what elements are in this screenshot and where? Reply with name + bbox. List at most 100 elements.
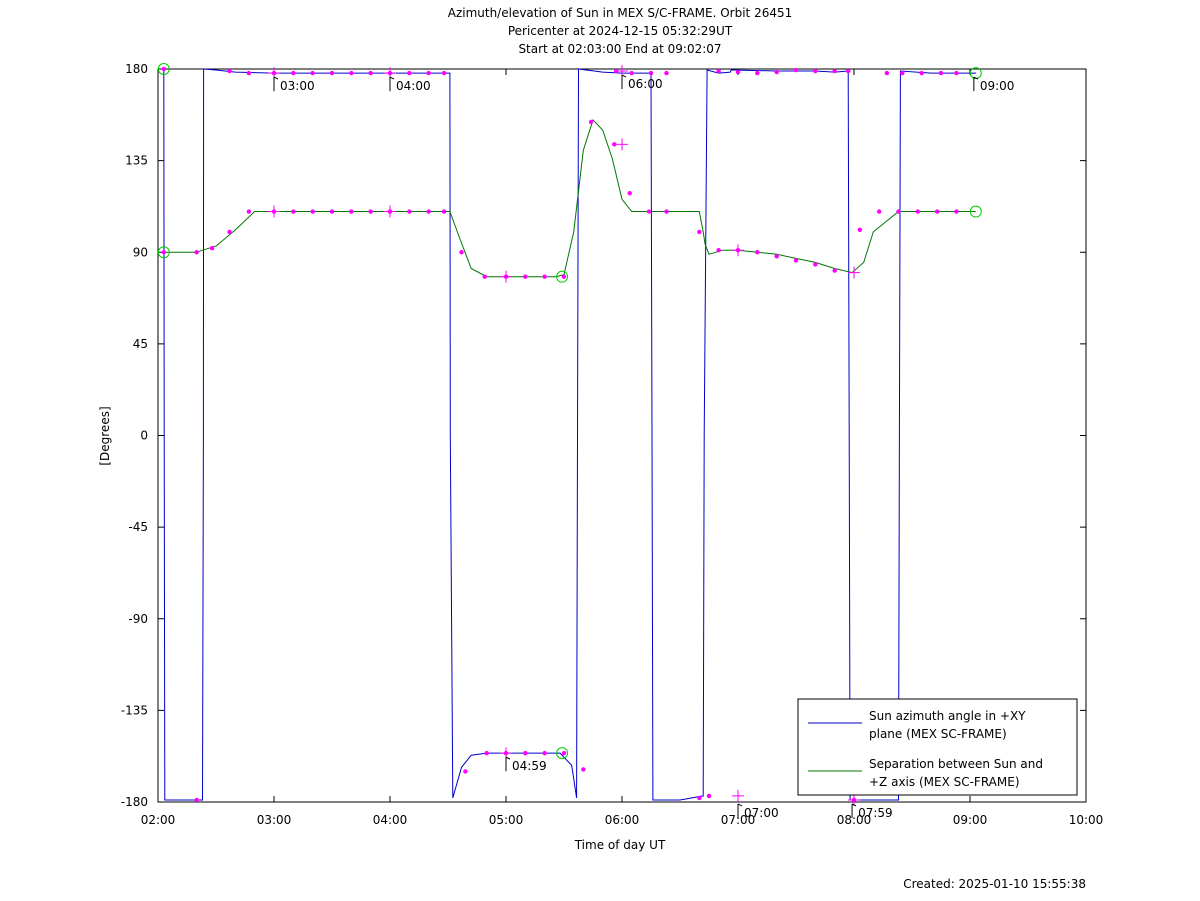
data-point: [793, 67, 799, 73]
data-point: [755, 250, 760, 255]
data-point: [735, 69, 741, 75]
data-point: [627, 191, 632, 196]
data-point: [329, 209, 335, 214]
annotation-label: 06:00: [628, 77, 663, 91]
data-point: [349, 70, 354, 76]
data-point: [664, 209, 669, 214]
endpoint-circle: [556, 747, 569, 760]
annotation-pointer: [621, 74, 627, 78]
data-point: [846, 68, 851, 74]
data-point: [716, 248, 721, 253]
endpoint-circle: [157, 63, 170, 75]
data-point: [227, 68, 232, 74]
x-tick-label: 03:00: [257, 813, 292, 827]
data-point: [588, 119, 594, 125]
plot-area: [157, 68, 1087, 803]
x-tick-label: 07:00: [721, 813, 756, 827]
chart-title: Azimuth/elevation of Sun in MEX S/C-FRAM…: [448, 6, 793, 56]
data-point: [291, 70, 296, 76]
data-point: [648, 70, 654, 76]
data-point: [697, 229, 702, 235]
data-point: [161, 66, 166, 72]
data-point: [291, 209, 296, 214]
data-point: [954, 209, 959, 214]
data-point: [716, 68, 721, 74]
data-point: [441, 209, 447, 214]
axis-ticks: 02:00 03:00 04:00 05:00 06:00 07:00 08:00 09:00…: [121, 62, 1104, 827]
series-lines: [163, 68, 977, 801]
data-point: [813, 262, 818, 267]
series-azimuth-line: [163, 68, 977, 801]
legend-label: Sun azimuth angle in +XY: [869, 709, 1026, 723]
data-point: [542, 750, 547, 756]
data-point: [664, 70, 669, 76]
annotation-pointer: [973, 76, 979, 80]
data-point: [441, 70, 447, 76]
y-tick-label: 45: [133, 337, 148, 351]
data-point: [523, 750, 528, 756]
data-point: [310, 209, 315, 214]
data-point: [813, 68, 818, 74]
data-point: [832, 268, 837, 273]
data-point: [349, 209, 354, 214]
endpoint-circle: [969, 205, 982, 218]
legend-label: Separation between Sun and: [869, 757, 1043, 771]
data-point: [246, 70, 252, 76]
data-point: [368, 70, 373, 76]
data-point: [426, 70, 431, 76]
annotation-label: 07:00: [744, 806, 779, 820]
data-point: [227, 229, 232, 235]
data-point: [581, 767, 586, 772]
legend-label: +Z axis (MEX SC-FRAME): [869, 775, 1020, 789]
data-point: [857, 227, 862, 233]
data-point: [896, 209, 901, 214]
y-tick-label: -45: [128, 520, 148, 534]
data-point: [426, 209, 431, 214]
data-point: [463, 769, 468, 774]
y-axis-label: [Degrees]: [98, 406, 112, 465]
chart-title-line: Start at 02:03:00 End at 09:02:07: [518, 42, 721, 56]
data-point: [209, 245, 215, 251]
data-point: [194, 797, 199, 803]
x-tick-label: 02:00: [141, 813, 176, 827]
data-point: [884, 70, 890, 76]
y-tick-label: 180: [125, 62, 148, 76]
data-point: [938, 70, 944, 76]
endpoint-circle: [556, 270, 569, 283]
annotation-label: 04:59: [512, 759, 547, 773]
x-tick-label: 09:00: [953, 813, 988, 827]
data-point: [832, 68, 837, 74]
y-tick-label: -135: [121, 703, 148, 717]
created-timestamp: Created: 2025-01-10 15:55:38: [903, 877, 1086, 891]
y-tick-label: 135: [125, 154, 148, 168]
annotation-pointer: [737, 803, 743, 807]
data-point: [407, 209, 412, 214]
annotation-pointer: [389, 76, 395, 80]
data-point: [329, 70, 335, 76]
data-point: [482, 274, 487, 279]
data-point: [310, 70, 315, 76]
data-point: [459, 250, 464, 255]
data-point: [542, 274, 547, 279]
data-point: [407, 70, 412, 76]
data-point: [774, 254, 779, 259]
data-point: [368, 209, 373, 214]
data-markers: [157, 63, 982, 806]
data-point: [523, 274, 528, 279]
annotation-pointer: [505, 756, 511, 760]
data-point: [561, 750, 567, 756]
y-tick-label: -90: [128, 612, 148, 626]
data-point: [706, 793, 712, 799]
data-point: [161, 250, 166, 255]
y-tick-label: 90: [133, 245, 148, 259]
data-point: [755, 70, 760, 76]
data-point: [194, 250, 199, 255]
annotation-pointer: [273, 76, 279, 80]
data-point: [561, 274, 567, 279]
x-tick-label: 08:00: [837, 813, 872, 827]
data-point: [934, 209, 940, 214]
x-tick-label: 10:00: [1069, 813, 1104, 827]
data-point: [954, 70, 959, 76]
x-tick-label: 06:00: [605, 813, 640, 827]
